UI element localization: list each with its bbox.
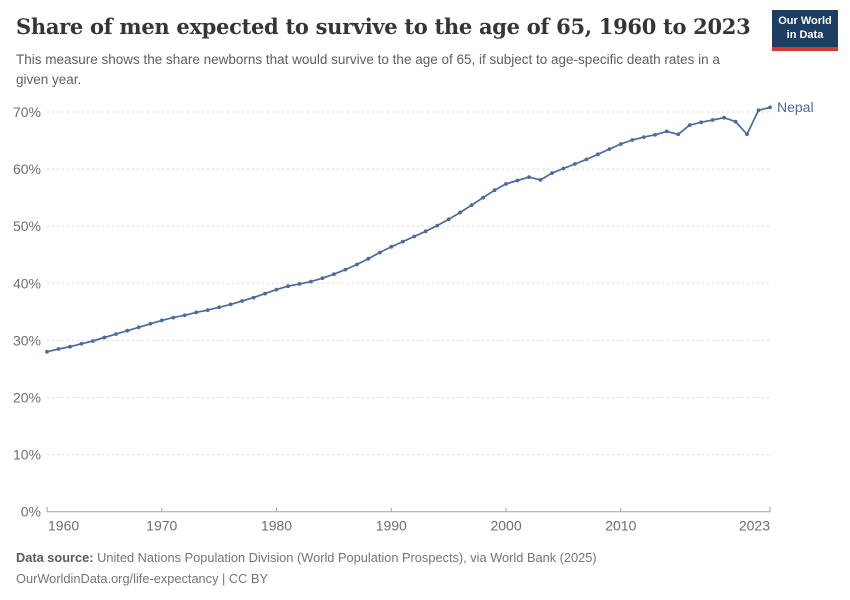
data-point-2016 [687, 123, 692, 127]
data-point-2020 [733, 119, 738, 124]
data-point-2018 [710, 118, 715, 122]
data-point-2010 [618, 142, 623, 146]
owid-logo-line1: Our World [778, 14, 832, 27]
owid-license-link[interactable]: OurWorldinData.org/life-expectancy | CC … [16, 570, 269, 586]
data-point-1984 [320, 276, 325, 281]
data-point-2021 [745, 132, 749, 137]
data-point-1969 [148, 321, 153, 326]
line-chart-canvas: 0% 10% 20% 30% 40% 50% 60% 70% 1960 1970 1980 1990 2… [13, 99, 814, 534]
data-point-1978 [251, 295, 256, 300]
data-point-1980 [274, 287, 279, 292]
y-tick-label-20: 20% [13, 390, 41, 406]
data-point-1972 [182, 313, 187, 318]
data-point-1992 [412, 234, 417, 239]
data-point-1966 [114, 332, 118, 336]
owid-logo: Our World in Data [772, 10, 838, 51]
page-title: Share of men expected to survive to the … [16, 14, 751, 39]
x-tick-label-2000: 2000 [490, 518, 521, 534]
data-point-2005 [561, 166, 566, 171]
series-line-nepal [46, 106, 771, 353]
data-point-2001 [515, 178, 520, 183]
data-point-1976 [228, 302, 233, 307]
data-point-2004 [550, 171, 554, 176]
x-tick-label-1960: 1960 [48, 518, 79, 534]
data-point-1988 [366, 256, 371, 261]
data-point-1985 [332, 272, 336, 277]
data-point-1999 [492, 188, 497, 193]
x-tick-label-1980: 1980 [261, 518, 292, 534]
data-point-1983 [309, 279, 313, 284]
data-point-2015 [676, 132, 681, 137]
data-point-2000 [504, 182, 508, 186]
data-point-1964 [91, 339, 95, 343]
data-point-1965 [102, 335, 107, 340]
data-point-1996 [458, 210, 462, 215]
data-point-1975 [217, 305, 222, 310]
data-source-label: Data source: [16, 550, 94, 565]
owid-logo-line2: in Data [786, 28, 824, 41]
data-point-1971 [171, 315, 176, 320]
data-point-1997 [469, 203, 474, 208]
y-tick-label-30: 30% [13, 332, 41, 348]
data-point-1993 [423, 229, 428, 234]
y-tick-label-60: 60% [13, 161, 41, 177]
chart-footer: Data source: United Nations Population D… [16, 549, 836, 588]
x-tick-label-1990: 1990 [376, 518, 407, 534]
data-point-1986 [343, 267, 348, 272]
data-point-1974 [205, 308, 210, 312]
y-tick-label-0: 0% [21, 504, 41, 520]
data-point-1995 [446, 217, 451, 222]
y-tick-label-10: 10% [13, 447, 41, 463]
x-tick-label-2023: 2023 [739, 518, 770, 534]
data-point-1977 [240, 299, 245, 303]
data-point-1994 [435, 223, 440, 228]
data-point-1960 [45, 349, 49, 354]
data-source-text: United Nations Population Division (Worl… [97, 550, 597, 565]
data-point-2006 [573, 162, 577, 166]
data-point-1987 [355, 262, 359, 267]
data-point-1963 [79, 341, 84, 346]
data-point-2019 [722, 115, 726, 120]
y-tick-label-70: 70% [13, 104, 41, 120]
data-point-2023 [768, 105, 772, 110]
data-point-2008 [596, 152, 600, 157]
data-point-1991 [400, 239, 405, 244]
data-point-2017 [699, 120, 703, 125]
series-end-label: Nepal [777, 99, 814, 115]
data-point-2012 [641, 135, 646, 140]
data-point-1989 [377, 250, 382, 255]
data-point-1979 [263, 291, 267, 296]
y-tick-label-50: 50% [13, 218, 41, 234]
data-point-1990 [389, 244, 394, 249]
data-point-1982 [297, 282, 302, 286]
data-point-1970 [159, 318, 164, 323]
x-tick-label-1970: 1970 [146, 518, 177, 534]
data-point-2014 [664, 129, 669, 134]
data-point-2022 [756, 108, 761, 113]
data-point-2013 [653, 132, 658, 137]
data-point-2007 [584, 157, 589, 162]
data-point-2002 [527, 175, 531, 180]
data-point-2009 [607, 147, 612, 152]
data-point-1961 [56, 347, 61, 351]
data-point-2003 [538, 178, 543, 182]
data-point-1981 [286, 284, 290, 289]
data-point-2011 [630, 138, 635, 142]
data-point-1973 [194, 310, 199, 315]
chart-subtitle: This measure shows the share newborns th… [16, 52, 720, 88]
data-point-1968 [136, 325, 141, 330]
x-tick-label-2010: 2010 [605, 518, 636, 534]
data-point-1962 [68, 344, 72, 349]
data-point-1967 [125, 328, 130, 333]
data-point-1998 [481, 195, 485, 200]
y-tick-label-40: 40% [13, 275, 41, 291]
